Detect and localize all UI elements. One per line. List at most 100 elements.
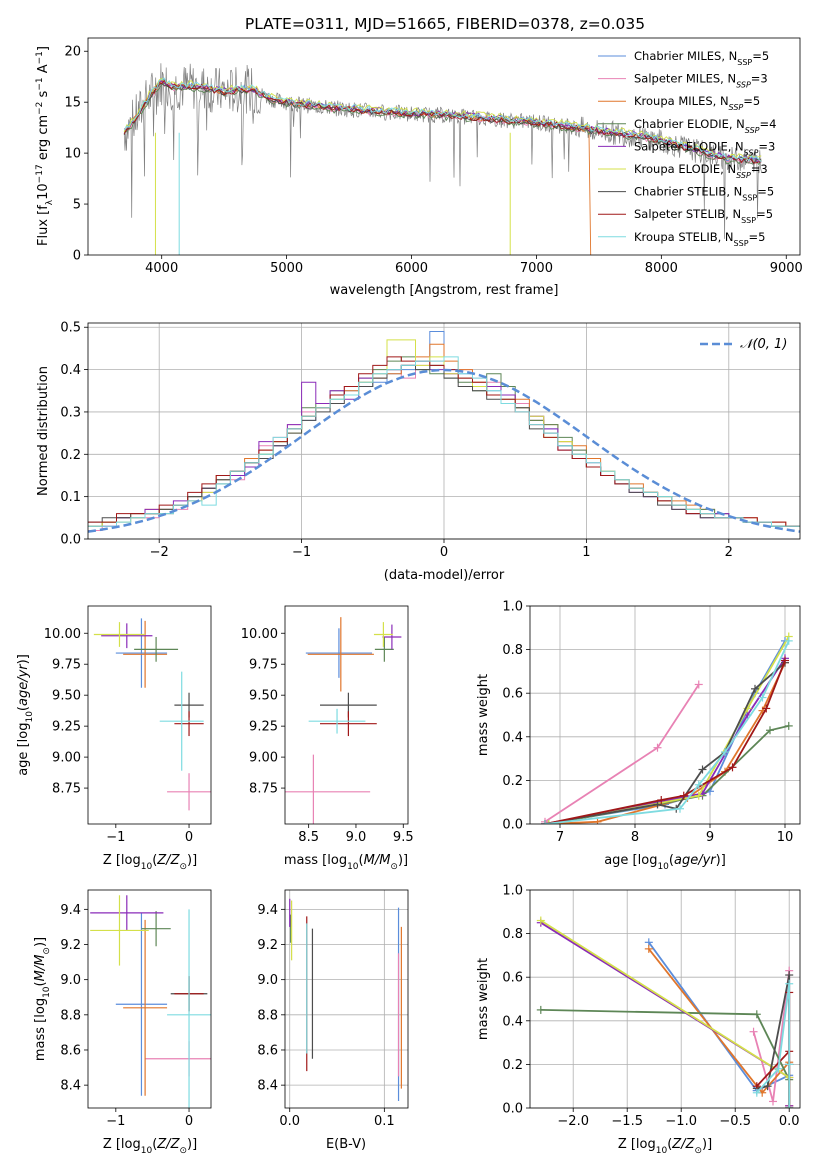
x-tick-label: −2 [150, 545, 169, 560]
y-tick-label: 9.2 [60, 938, 81, 953]
plus-marker [785, 979, 794, 988]
legend-label: Chabrier MILES, NSSP=5 [634, 49, 769, 67]
y-axis-label: mass weight [476, 674, 491, 756]
legend-label: Salpeter MILES, NSSP=3 [634, 72, 768, 90]
errorbar-marker [167, 773, 211, 811]
errorbar-marker [320, 711, 377, 737]
plus-marker [694, 791, 703, 800]
y-tick-label: 0.6 [502, 971, 523, 986]
y-tick-label: 0 [73, 249, 81, 264]
plus-marker [644, 944, 653, 953]
observed-spectrum-line [123, 63, 762, 239]
plus-marker [766, 726, 774, 735]
x-tick-label: 9.0 [346, 830, 367, 845]
x-tick-label: 0 [440, 545, 448, 560]
errorbar-marker [374, 636, 394, 662]
x-tick-label: 9.5 [393, 830, 414, 845]
model-spectrum-line [123, 77, 762, 163]
x-tick-label: −1 [106, 1114, 125, 1129]
axes-frame [284, 605, 409, 825]
x-tick-label: 0.0 [279, 1114, 300, 1129]
plus-marker [679, 791, 688, 800]
plus-marker [653, 800, 662, 809]
y-tick-label: 15 [64, 96, 81, 111]
errorbar-marker [90, 895, 149, 966]
plus-marker [762, 704, 771, 713]
y-tick-label: 1.0 [502, 600, 523, 615]
x-tick-label: 8000 [645, 261, 678, 276]
x-tick-label: −0.5 [719, 1114, 751, 1129]
x-tick-label: 4000 [145, 261, 178, 276]
plus-marker [774, 1064, 783, 1073]
y-tick-label: 0.2 [502, 774, 523, 789]
legend-label: Kroupa ELODIE, NSSP=3 [634, 162, 768, 180]
y-tick-label: 0.0 [502, 818, 523, 833]
x-tick-label: 0.1 [374, 1114, 395, 1129]
residual-histogram-step [88, 356, 800, 527]
mass-weight-vs-metallicity-plot: −2.0 −1.5 −1.0 −0.5 0.0 0.0 0.2 0.4 0.6 0.8 1.0 [502, 884, 801, 1129]
plus-marker [593, 817, 602, 824]
y-tick-label: 0.3 [60, 405, 81, 420]
legend-label: Chabrier ELODIE, NSSP=4 [634, 117, 776, 135]
errorbar-marker [307, 617, 374, 692]
y-tick-label: 10.00 [44, 627, 81, 642]
y-tick-label: 9.0 [257, 973, 278, 988]
errorbar-marker [174, 711, 204, 737]
plus-marker [749, 1027, 758, 1036]
y-tick-label: 0.4 [502, 730, 523, 745]
mass-vs-extinction-plot: 0.0 0.1 8.4 8.6 8.8 9.0 9.2 9.4 [257, 889, 409, 1129]
legend-label: 𝒩(0, 1) [740, 337, 787, 352]
y-axis-label: mass [log10(M/M⊙)] [33, 937, 52, 1061]
y-tick-label: 9.00 [249, 751, 278, 766]
plus-marker [784, 636, 793, 645]
x-axis-label: wavelength [Angstrom, rest frame] [330, 283, 559, 298]
x-tick-label: 5000 [270, 261, 303, 276]
y-tick-label: 8.6 [60, 1043, 81, 1058]
y-tick-label: 8.75 [249, 782, 278, 797]
y-tick-label: 8.6 [257, 1043, 278, 1058]
plus-marker [544, 820, 553, 824]
errorbar-marker [123, 919, 168, 1096]
errorbar-marker [141, 911, 171, 947]
x-tick-label: 8.5 [298, 830, 319, 845]
legend-label: Chabrier STELIB, NSSP=5 [634, 185, 774, 203]
x-axis-label: Z [log10(Z/Z⊙)] [103, 1137, 197, 1156]
errorbar-marker [115, 618, 168, 688]
y-tick-label: 8.4 [257, 1079, 278, 1094]
x-axis-label: mass [log10(M/M⊙)] [284, 853, 408, 872]
x-tick-label: 0 [185, 830, 193, 845]
spectrum-title: PLATE=0311, MJD=51665, FIBERID=0378, z=0… [245, 15, 645, 33]
plus-marker [752, 1088, 761, 1097]
y-tick-label: 0.4 [502, 1014, 523, 1029]
plus-marker [694, 780, 703, 789]
errorbar-marker [167, 909, 211, 1108]
errorbar-marker [382, 624, 402, 650]
y-tick-label: 0.8 [502, 643, 523, 658]
y-tick-label: 20 [64, 45, 81, 60]
x-tick-label: 1 [582, 545, 590, 560]
y-tick-label: 0.6 [502, 687, 523, 702]
plus-marker [763, 1082, 772, 1091]
errorbar-marker [123, 620, 168, 688]
y-tick-label: 10 [64, 147, 81, 162]
plus-marker [785, 1104, 794, 1108]
axes-frame [529, 889, 801, 1109]
y-tick-label: 10.00 [241, 627, 278, 642]
mass-weight-line [544, 660, 786, 824]
y-tick-label: 1.0 [502, 884, 523, 899]
plus-marker [785, 1060, 794, 1069]
y-tick-label: 0.4 [60, 363, 81, 378]
x-axis-label: (data-model)/error [384, 568, 505, 583]
y-tick-label: 8.8 [257, 1008, 278, 1023]
y-tick-label: 9.50 [249, 689, 278, 704]
errorbar-marker [115, 912, 168, 1096]
residuals-plot: −2 −1 0 1 2 0.0 0.1 0.2 0.3 0.4 0.5 [60, 321, 801, 560]
errorbar-marker [134, 636, 179, 662]
mass-weight-line [544, 640, 790, 824]
y-tick-label: 9.50 [52, 689, 81, 704]
x-tick-label: 9000 [770, 261, 803, 276]
y-tick-label: 9.4 [60, 903, 81, 918]
y-tick-label: 0.5 [60, 321, 81, 336]
errorbar-marker [101, 623, 153, 649]
